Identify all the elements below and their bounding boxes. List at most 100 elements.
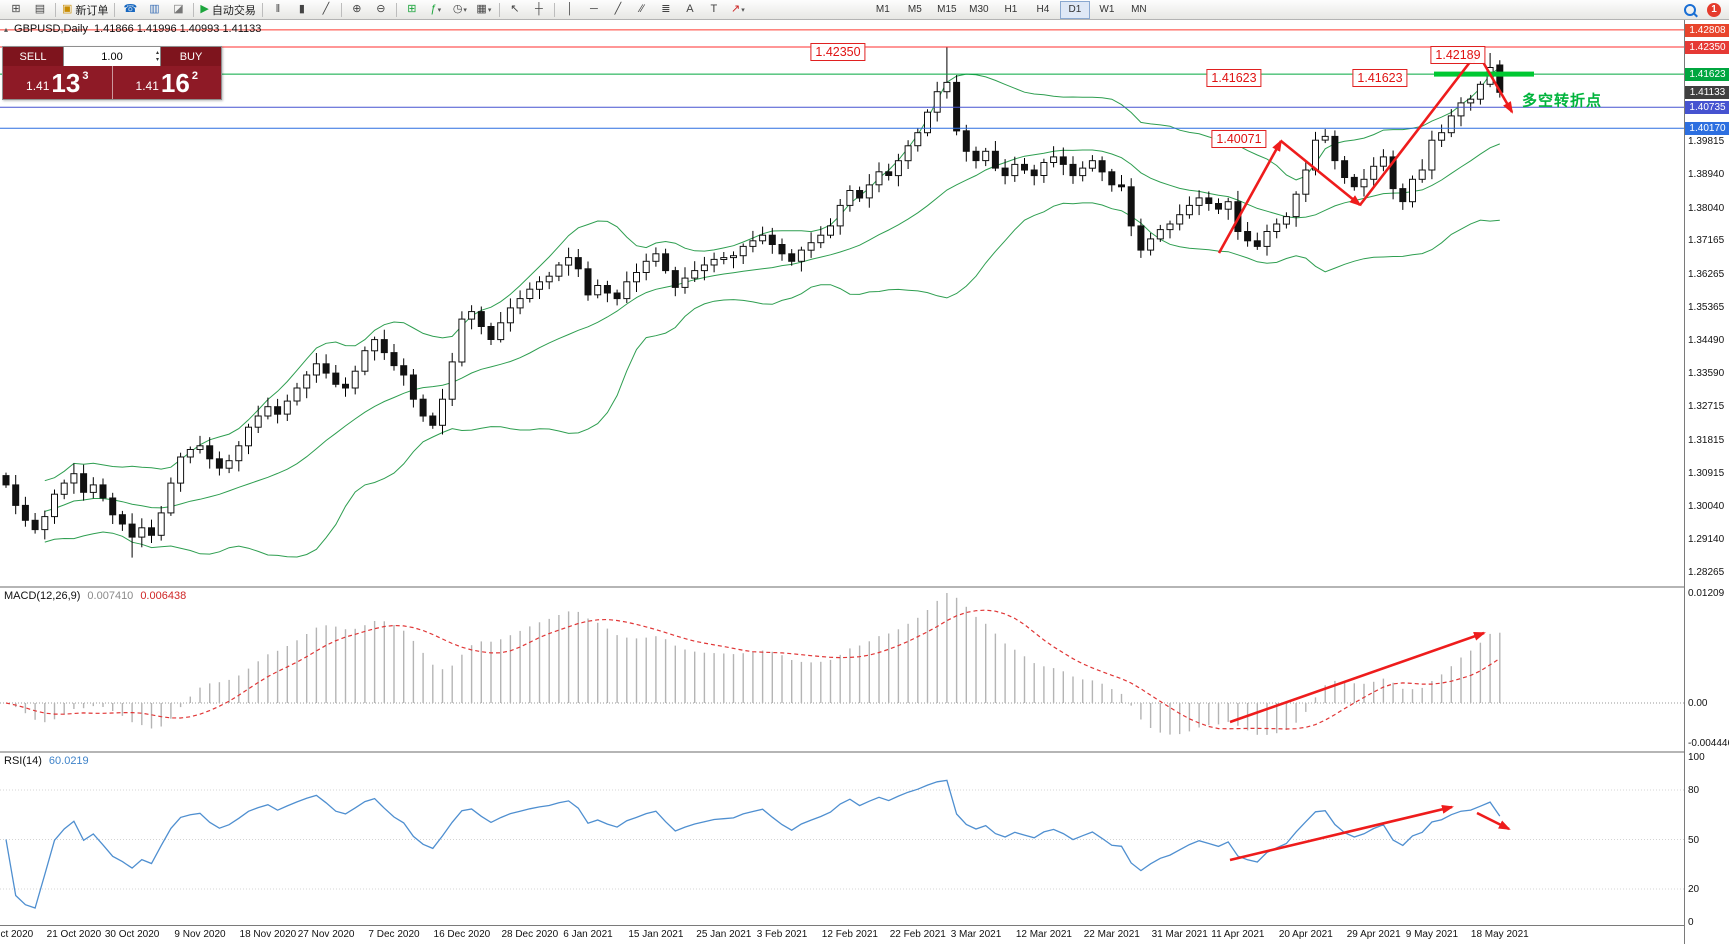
- navigator-icon[interactable]: ◪: [173, 3, 184, 15]
- trend-arrow[interactable]: [1217, 139, 1283, 254]
- channel-icon[interactable]: ∕∕: [640, 3, 644, 15]
- macd-axis-tick: 0.00: [1688, 698, 1708, 709]
- buy-button[interactable]: BUY: [161, 47, 221, 66]
- profiles-icon[interactable]: ▤: [34, 3, 46, 15]
- candle: [41, 516, 49, 531]
- timeframe-h1[interactable]: H1: [1004, 4, 1018, 15]
- timeframe-m30[interactable]: M30: [969, 4, 989, 15]
- trend-arrow[interactable]: [1476, 811, 1511, 831]
- turning-point-segment[interactable]: [1434, 71, 1534, 77]
- candle: [1195, 197, 1203, 206]
- volume-decrease-button[interactable]: ▾: [155, 56, 159, 63]
- price-badge: 1.42350: [1685, 40, 1729, 54]
- toolbar-separator: [193, 2, 195, 17]
- one-click-trading-panel: SELL 1.00 ▴ ▾ BUY 1.41 13 3: [2, 46, 222, 100]
- timeframe-m1[interactable]: M1: [875, 4, 890, 15]
- date-axis-label: 20 Apr 2021: [1278, 929, 1333, 940]
- trend-arrow[interactable]: [1280, 139, 1362, 207]
- timeframe-mn[interactable]: MN: [1131, 4, 1147, 15]
- timeframe-m5[interactable]: M5: [907, 4, 922, 15]
- date-axis-label: 22 Mar 2021: [1083, 929, 1140, 940]
- price-level-label[interactable]: 1.41623: [1206, 69, 1262, 87]
- zoom-in-icon[interactable]: ⊕: [352, 3, 362, 15]
- vertical-line-icon[interactable]: │: [566, 3, 574, 15]
- trend-arrow[interactable]: [1229, 804, 1454, 862]
- candle: [545, 275, 553, 283]
- candle: [1127, 186, 1135, 227]
- price-level-label[interactable]: 1.42350: [810, 43, 866, 61]
- turning-point-note[interactable]: 多空转折点: [1521, 92, 1603, 110]
- phone-dealing-icon[interactable]: ☎: [123, 3, 138, 15]
- timeframe-w1[interactable]: W1: [1099, 4, 1115, 15]
- new-chart-icon[interactable]: ⊞: [11, 3, 21, 15]
- candle: [254, 415, 262, 428]
- fibonacci-icon[interactable]: ≣: [661, 3, 671, 15]
- arrows-icon[interactable]: ↗ ▾: [731, 3, 745, 15]
- timeframe-h4[interactable]: H4: [1036, 4, 1050, 15]
- timeframe-d1[interactable]: D1: [1059, 0, 1090, 19]
- price-level-label[interactable]: 1.40071: [1211, 130, 1267, 148]
- autotrading-button[interactable]: ▶ 自动交易: [200, 3, 256, 17]
- label-icon[interactable]: T: [710, 3, 718, 15]
- trend-arrow[interactable]: [1481, 61, 1514, 114]
- candle: [827, 225, 834, 236]
- sell-button[interactable]: SELL: [3, 47, 63, 66]
- candle: [89, 484, 97, 493]
- candlestick-icon[interactable]: ▮: [298, 3, 305, 15]
- panel-separator[interactable]: [0, 751, 1684, 753]
- main-chart-panel[interactable]: ▴ GBPUSD,Daily 1.41866 1.41996 1.40993 1…: [0, 20, 1684, 586]
- candle: [817, 234, 825, 244]
- buy-price[interactable]: 1.41 16 2: [113, 66, 222, 99]
- crosshair-icon[interactable]: ┼: [534, 3, 543, 15]
- bar-chart-icon[interactable]: ‖: [275, 3, 281, 15]
- candle: [235, 445, 243, 462]
- price-level-label[interactable]: 1.42189: [1430, 46, 1486, 64]
- date-axis-label: 29 Apr 2021: [1346, 929, 1401, 940]
- new-order-button[interactable]: ▣ 新订单: [62, 3, 109, 17]
- date-axis-label: 12 Feb 2021: [821, 929, 878, 940]
- notification-badge[interactable]: 1: [1707, 2, 1721, 17]
- volume-input[interactable]: 1.00 ▴ ▾: [63, 47, 161, 66]
- candle: [1088, 160, 1096, 169]
- toolbar-separator: [114, 2, 116, 17]
- volume-increase-button[interactable]: ▴: [155, 49, 159, 56]
- candle: [1273, 223, 1281, 232]
- candle: [225, 460, 233, 469]
- candle: [1399, 188, 1407, 203]
- candle: [720, 257, 728, 261]
- price-axis[interactable]: 1.39815 1.38940 1.38040 1.37165 1.36265 1.353…: [1684, 20, 1729, 944]
- tile-windows-icon[interactable]: ⊞: [407, 3, 417, 15]
- indicators-icon[interactable]: ƒ ▾: [430, 3, 442, 15]
- date-axis-label: 16 Dec 2020: [433, 929, 491, 940]
- macd-signal-value: 0.006438: [140, 590, 187, 602]
- buy-price-sup: 2: [191, 70, 198, 82]
- timeframe-m15[interactable]: M15: [937, 4, 957, 15]
- sell-price[interactable]: 1.41 13 3: [3, 66, 112, 99]
- panel-separator[interactable]: [0, 586, 1684, 588]
- candle: [1030, 169, 1038, 177]
- search-icon[interactable]: [1678, 0, 1702, 19]
- candle: [739, 245, 747, 257]
- candle: [991, 150, 999, 169]
- rsi-panel[interactable]: RSI(14) 60.0219: [0, 753, 1684, 925]
- templates-icon[interactable]: ▦ ▾: [476, 3, 492, 15]
- trend-arrow[interactable]: [1229, 631, 1486, 724]
- date-axis-label: 12 Mar 2021: [1015, 929, 1072, 940]
- rsi-chart: [0, 779, 1684, 909]
- candle: [671, 270, 679, 288]
- zoom-out-icon[interactable]: ⊖: [376, 3, 386, 15]
- price-level-label[interactable]: 1.41623: [1352, 69, 1408, 87]
- trendline-icon[interactable]: ╱: [614, 3, 622, 15]
- market-watch-icon[interactable]: ▥: [149, 3, 160, 15]
- candle: [1389, 156, 1397, 190]
- line-chart-icon[interactable]: ╱: [322, 3, 330, 15]
- macd-panel[interactable]: MACD(12,26,9) 0.007410 0.006438: [0, 588, 1684, 751]
- periods-icon[interactable]: ◷ ▾: [452, 3, 467, 15]
- cursor-icon[interactable]: ↖: [510, 3, 520, 15]
- trend-arrow[interactable]: [1358, 51, 1479, 206]
- candle: [390, 352, 398, 367]
- horizontal-line-icon[interactable]: ─: [589, 3, 598, 15]
- text-icon[interactable]: A: [686, 3, 694, 15]
- rsi-axis-tick: 0: [1688, 917, 1694, 928]
